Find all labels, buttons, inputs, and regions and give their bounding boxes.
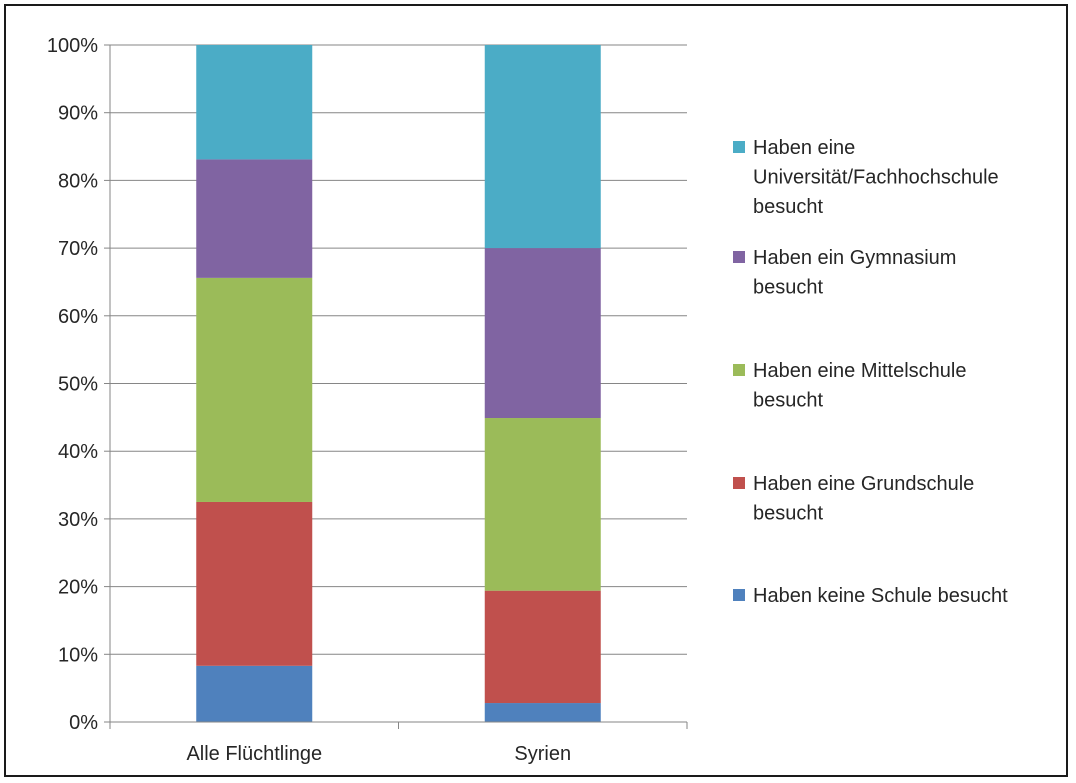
- legend-item: Haben ein Gymnasium besucht: [733, 247, 956, 299]
- bar-segment: [484, 45, 601, 249]
- legend: Haben eine Universität/Fachhochschule besu…: [733, 137, 1008, 607]
- bar-segment: [196, 501, 313, 666]
- bar-segment: [484, 590, 601, 704]
- legend-swatch: [733, 364, 745, 376]
- legend-item: Haben eine Mittelschule besucht: [733, 360, 966, 412]
- bar-segment: [196, 277, 313, 502]
- y-tick-label: 60%: [58, 306, 98, 328]
- bars: [196, 45, 601, 722]
- y-tick-label: 80%: [58, 170, 98, 192]
- y-tick-label: 10%: [58, 644, 98, 666]
- legend-swatch: [733, 251, 745, 263]
- bar-segment: [484, 703, 601, 722]
- bar-segment: [484, 248, 601, 419]
- y-tick-label: 40%: [58, 441, 98, 463]
- legend-label: Haben eine Grundschule: [753, 473, 974, 495]
- bar-segment: [196, 665, 313, 722]
- axes: 0% 10% 20% 30% 40% 50% 60% 70% 80% 90% 100% Alle Fl…: [47, 35, 688, 765]
- legend-item: Haben eine Grundschule besucht: [733, 473, 974, 525]
- legend-swatch: [733, 141, 745, 153]
- legend-item: Haben eine Universität/Fachhochschule besu…: [733, 137, 999, 218]
- y-tick-label: 50%: [58, 374, 98, 396]
- legend-item: Haben keine Schule besucht: [733, 585, 1008, 607]
- x-tick-label: Syrien: [514, 743, 571, 765]
- legend-swatch: [733, 589, 745, 601]
- legend-label: besucht: [753, 390, 823, 412]
- y-tick-label: 100%: [47, 35, 98, 57]
- legend-swatch: [733, 477, 745, 489]
- legend-label: Haben eine: [753, 137, 855, 159]
- legend-label: Haben keine Schule besucht: [753, 585, 1008, 607]
- legend-label: besucht: [753, 196, 823, 218]
- x-tick-label: Alle Flüchtlinge: [186, 743, 322, 765]
- legend-label: Haben ein Gymnasium: [753, 247, 956, 269]
- legend-label: Haben eine Mittelschule: [753, 360, 966, 382]
- legend-label: Universität/Fachhochschule: [753, 167, 999, 189]
- legend-label: besucht: [753, 277, 823, 299]
- y-tick-label: 90%: [58, 103, 98, 125]
- y-tick-label: 20%: [58, 577, 98, 599]
- legend-label: besucht: [753, 503, 823, 525]
- bar-segment: [196, 45, 313, 160]
- y-tick-label: 0%: [69, 712, 98, 734]
- y-tick-label: 70%: [58, 238, 98, 260]
- bar-segment: [484, 418, 601, 591]
- y-tick-label: 30%: [58, 509, 98, 531]
- bar-segment: [196, 159, 313, 278]
